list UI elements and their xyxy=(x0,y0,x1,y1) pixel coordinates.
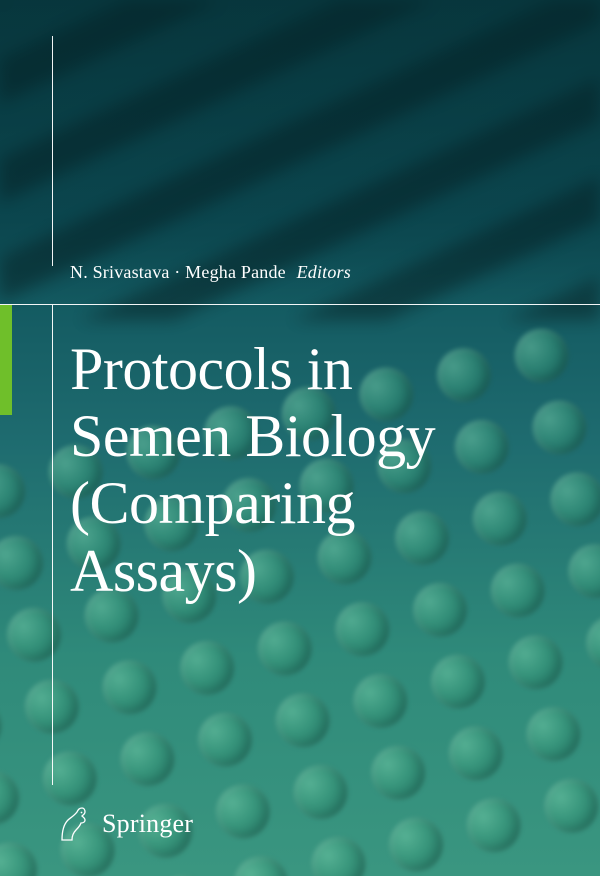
title-line-4: Assays) xyxy=(70,538,570,605)
horizontal-rule xyxy=(0,304,600,305)
title-line-2: Semen Biology xyxy=(70,403,570,470)
book-title: Protocols in Semen Biology (Comparing As… xyxy=(70,336,570,605)
title-line-3: (Comparing xyxy=(70,470,570,537)
vertical-rule-top xyxy=(52,36,53,266)
publisher-block: Springer xyxy=(56,806,193,842)
springer-horse-icon xyxy=(56,806,90,842)
editors-role: Editors xyxy=(297,262,351,282)
publisher-name: Springer xyxy=(102,809,193,839)
title-line-1: Protocols in xyxy=(70,336,570,403)
book-cover: N. Srivastava · Megha Pande Editors Prot… xyxy=(0,0,600,876)
authors-names: N. Srivastava · Megha Pande xyxy=(70,262,286,282)
authors-line: N. Srivastava · Megha Pande Editors xyxy=(70,262,351,283)
accent-green-bar xyxy=(0,305,12,415)
vertical-rule-bottom xyxy=(52,305,53,785)
